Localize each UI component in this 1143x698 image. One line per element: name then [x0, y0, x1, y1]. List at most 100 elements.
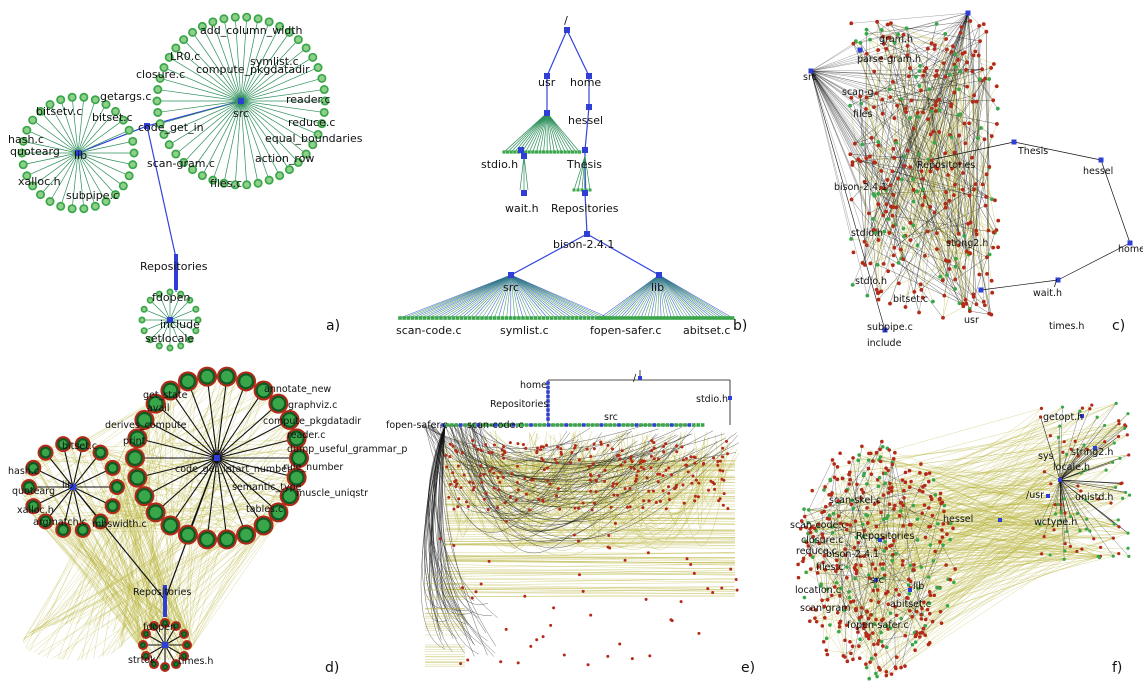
file-node [484, 316, 488, 320]
file-node [1065, 529, 1069, 534]
edge [810, 70, 882, 292]
node-label: setlocale [145, 332, 194, 345]
file-node [858, 40, 863, 45]
file-node [120, 183, 127, 189]
edge [654, 274, 660, 319]
edge [471, 424, 584, 499]
file-node [524, 423, 529, 427]
node-label: fdopen [143, 622, 176, 633]
edge [831, 526, 878, 540]
edge [157, 89, 242, 102]
file-node [892, 507, 896, 511]
edge [893, 458, 922, 568]
file-node [883, 186, 887, 191]
edge [887, 515, 922, 568]
file-node [970, 100, 975, 104]
edge [162, 521, 189, 633]
file-node [720, 477, 724, 481]
file-node [628, 316, 633, 320]
edge [71, 152, 79, 209]
file-node [895, 103, 899, 108]
edge [891, 56, 925, 198]
file-node [463, 423, 467, 427]
file-node [485, 423, 489, 427]
file-node [492, 443, 496, 447]
file-node [533, 316, 538, 320]
file-node [885, 624, 889, 628]
edge [603, 274, 660, 319]
edge [829, 515, 924, 629]
file-node [582, 423, 586, 427]
file-node [843, 547, 847, 551]
edge [878, 632, 920, 642]
file-node [569, 461, 573, 465]
node-label: Repositories [490, 399, 548, 410]
edge [810, 70, 984, 302]
edge [902, 505, 948, 535]
file-node [962, 50, 967, 55]
file-node [851, 250, 856, 255]
file-node [438, 537, 442, 541]
edge [658, 274, 716, 319]
file-node [923, 624, 928, 628]
file-node [901, 32, 906, 37]
edge [658, 274, 679, 319]
file-node [887, 231, 892, 235]
file-node [487, 559, 491, 563]
file-node [956, 231, 961, 236]
file-node [154, 109, 161, 116]
file-node [451, 471, 455, 475]
edge [801, 520, 870, 636]
file-node [529, 644, 533, 648]
file-node [904, 110, 909, 114]
file-node [164, 666, 166, 668]
file-node [823, 568, 828, 572]
file-node [977, 272, 982, 277]
file-node [899, 177, 904, 182]
edge [444, 571, 736, 576]
file-node [881, 213, 886, 218]
edge [240, 100, 322, 124]
file-node [905, 44, 910, 48]
file-node [974, 302, 979, 307]
edge [658, 274, 689, 319]
edge [546, 112, 555, 153]
file-node [831, 511, 836, 516]
file-node [856, 458, 861, 463]
edge [962, 53, 977, 305]
file-node [1053, 512, 1058, 516]
file-node [859, 101, 864, 106]
file-node [864, 107, 868, 111]
file-node [881, 493, 886, 497]
edge [161, 442, 291, 506]
file-node [888, 183, 893, 188]
file-node [647, 489, 651, 493]
file-node [589, 474, 593, 478]
file-node [848, 600, 853, 604]
file-node [608, 423, 612, 427]
edge [876, 21, 879, 300]
dir-node [508, 272, 514, 278]
edge [855, 41, 911, 168]
node [538, 150, 542, 154]
file-node [199, 23, 206, 30]
file-node [961, 304, 966, 309]
edge [616, 274, 660, 319]
file-node [866, 458, 871, 462]
edge [885, 513, 923, 594]
file-node [920, 606, 924, 611]
file-node [514, 498, 518, 502]
edge [546, 29, 568, 77]
edge [860, 68, 983, 97]
file-node [1126, 546, 1130, 550]
dir-node [546, 412, 550, 417]
file-node [920, 490, 925, 494]
edge [420, 424, 736, 466]
file-node [970, 155, 974, 160]
file-node [552, 606, 556, 610]
file-node [989, 66, 994, 70]
edge [909, 117, 970, 255]
file-node [923, 617, 928, 622]
edge [838, 458, 894, 632]
file-node [454, 485, 458, 489]
